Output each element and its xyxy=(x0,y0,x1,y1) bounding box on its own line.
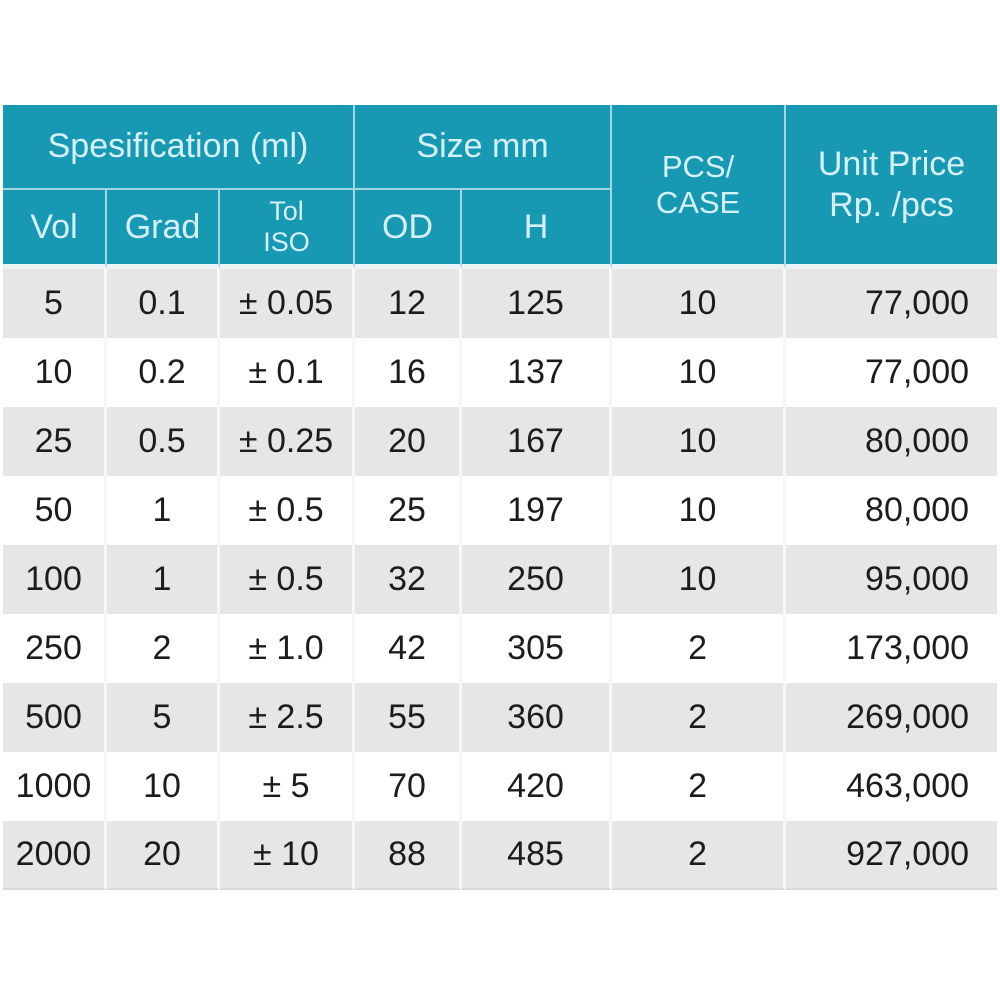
cell-od: 55 xyxy=(355,683,463,752)
cell-h: 125 xyxy=(462,269,613,338)
table-row: 1000 10 ± 5 70 420 2 463,000 xyxy=(3,752,998,821)
cell-grad: 2 xyxy=(107,614,220,683)
cell-od: 42 xyxy=(355,614,463,683)
price-table: Spesification (ml) Size mm PCS/ CASE Uni… xyxy=(3,105,998,890)
cell-tol: ± 10 xyxy=(220,821,356,890)
header-od: OD xyxy=(355,190,463,269)
cell-grad: 10 xyxy=(107,752,220,821)
header-sub-row: Vol Grad Tol ISO OD H xyxy=(3,190,997,269)
cell-pcs-case: 10 xyxy=(612,407,787,476)
cell-od: 32 xyxy=(355,545,463,614)
cell-vol: 250 xyxy=(3,614,107,683)
header-unit-price-line2: Rp. /pcs xyxy=(829,185,954,224)
header-pcs-case-line2: CASE xyxy=(655,184,741,220)
cell-pcs-case: 2 xyxy=(612,683,787,752)
cell-tol: ± 1.0 xyxy=(220,614,356,683)
header-tol-line2: ISO xyxy=(263,227,310,257)
cell-grad: 1 xyxy=(107,545,220,614)
cell-unit-price: 77,000 xyxy=(786,338,998,407)
cell-grad: 0.5 xyxy=(107,407,220,476)
cell-pcs-case: 10 xyxy=(612,545,787,614)
cell-vol: 50 xyxy=(3,476,107,545)
table-body: 5 0.1 ± 0.05 12 125 10 77,000 10 0.2 ± 0… xyxy=(3,269,998,890)
header-pcs-case: PCS/ CASE xyxy=(612,105,787,269)
cell-h: 420 xyxy=(462,752,613,821)
cell-od: 16 xyxy=(355,338,463,407)
table-row: 100 1 ± 0.5 32 250 10 95,000 xyxy=(3,545,998,614)
cell-vol: 10 xyxy=(3,338,107,407)
cell-grad: 0.2 xyxy=(107,338,220,407)
header-tol-line1: Tol xyxy=(269,195,304,226)
cell-vol: 5 xyxy=(3,269,107,338)
table-header: Spesification (ml) Size mm PCS/ CASE Uni… xyxy=(3,105,998,269)
table-row: 25 0.5 ± 0.25 20 167 10 80,000 xyxy=(3,407,998,476)
cell-od: 25 xyxy=(355,476,463,545)
header-tol-iso: Tol ISO xyxy=(220,190,356,269)
cell-pcs-case: 2 xyxy=(612,614,787,683)
table-row: 10 0.2 ± 0.1 16 137 10 77,000 xyxy=(3,338,998,407)
cell-h: 360 xyxy=(462,683,613,752)
cell-vol: 1000 xyxy=(3,752,107,821)
cell-grad: 5 xyxy=(107,683,220,752)
cell-unit-price: 77,000 xyxy=(786,269,998,338)
cell-tol: ± 0.05 xyxy=(220,269,356,338)
cell-grad: 1 xyxy=(107,476,220,545)
header-vol: Vol xyxy=(3,190,107,269)
cell-tol: ± 2.5 xyxy=(220,683,356,752)
cell-unit-price: 95,000 xyxy=(786,545,998,614)
cell-tol: ± 0.25 xyxy=(220,407,356,476)
cell-pcs-case: 10 xyxy=(612,338,787,407)
cell-od: 12 xyxy=(355,269,463,338)
cell-unit-price: 173,000 xyxy=(786,614,998,683)
header-specification-group: Spesification (ml) xyxy=(3,105,356,190)
cell-od: 88 xyxy=(355,821,463,890)
cell-h: 197 xyxy=(462,476,613,545)
cell-pcs-case: 10 xyxy=(612,269,787,338)
header-group-row: Spesification (ml) Size mm PCS/ CASE Uni… xyxy=(3,105,998,269)
table-row: 50 1 ± 0.5 25 197 10 80,000 xyxy=(3,476,998,545)
cell-tol: ± 0.5 xyxy=(220,476,356,545)
header-grad: Grad xyxy=(107,190,220,269)
cell-pcs-case: 10 xyxy=(612,476,787,545)
cell-tol: ± 0.1 xyxy=(220,338,356,407)
header-unit-price: Unit Price Rp. /pcs xyxy=(786,105,998,269)
cell-vol: 100 xyxy=(3,545,107,614)
header-h: H xyxy=(462,190,613,269)
cell-unit-price: 463,000 xyxy=(786,752,998,821)
cell-grad: 0.1 xyxy=(107,269,220,338)
cell-vol: 500 xyxy=(3,683,107,752)
cell-h: 167 xyxy=(462,407,613,476)
cell-od: 70 xyxy=(355,752,463,821)
cell-unit-price: 269,000 xyxy=(786,683,998,752)
cell-vol: 2000 xyxy=(3,821,107,890)
cell-pcs-case: 2 xyxy=(612,821,787,890)
cell-pcs-case: 2 xyxy=(612,752,787,821)
cell-unit-price: 80,000 xyxy=(786,407,998,476)
header-size-group: Size mm xyxy=(355,105,613,190)
cell-unit-price: 927,000 xyxy=(786,821,998,890)
cell-unit-price: 80,000 xyxy=(786,476,998,545)
cell-h: 137 xyxy=(462,338,613,407)
table-row: 500 5 ± 2.5 55 360 2 269,000 xyxy=(3,683,998,752)
cell-tol: ± 0.5 xyxy=(220,545,356,614)
table-row: 250 2 ± 1.0 42 305 2 173,000 xyxy=(3,614,998,683)
cell-h: 305 xyxy=(462,614,613,683)
cell-h: 250 xyxy=(462,545,613,614)
cell-tol: ± 5 xyxy=(220,752,356,821)
header-unit-price-line1: Unit Price xyxy=(817,144,966,183)
cell-od: 20 xyxy=(355,407,463,476)
table-row: 5 0.1 ± 0.05 12 125 10 77,000 xyxy=(3,269,998,338)
cell-vol: 25 xyxy=(3,407,107,476)
cell-grad: 20 xyxy=(107,821,220,890)
table-row: 2000 20 ± 10 88 485 2 927,000 xyxy=(3,821,998,890)
cell-h: 485 xyxy=(462,821,613,890)
header-pcs-case-line1: PCS/ xyxy=(661,148,735,184)
